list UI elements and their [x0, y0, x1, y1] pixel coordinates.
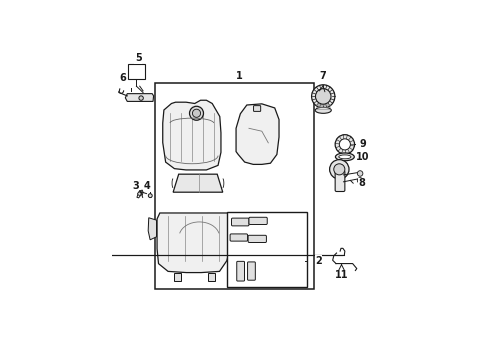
Ellipse shape: [315, 107, 330, 113]
FancyBboxPatch shape: [231, 218, 248, 226]
Text: 7: 7: [319, 72, 325, 81]
Circle shape: [192, 109, 200, 117]
Circle shape: [357, 177, 362, 183]
Circle shape: [189, 106, 203, 120]
Text: 4: 4: [144, 181, 151, 191]
Polygon shape: [148, 218, 156, 240]
Polygon shape: [157, 213, 230, 273]
Polygon shape: [207, 273, 214, 281]
Circle shape: [357, 171, 362, 176]
FancyBboxPatch shape: [334, 171, 344, 192]
Text: 11: 11: [334, 270, 347, 280]
FancyBboxPatch shape: [247, 262, 255, 280]
Circle shape: [334, 135, 354, 154]
Circle shape: [148, 194, 152, 198]
Text: 8: 8: [357, 178, 364, 188]
Text: 6: 6: [119, 73, 126, 83]
Circle shape: [315, 89, 330, 104]
Circle shape: [311, 85, 334, 108]
Bar: [226, 212, 307, 287]
Polygon shape: [173, 174, 223, 192]
Circle shape: [139, 96, 143, 100]
Circle shape: [333, 164, 344, 175]
Polygon shape: [163, 100, 221, 170]
Text: 10: 10: [355, 152, 369, 162]
Bar: [128, 64, 144, 79]
Text: 9: 9: [359, 139, 366, 149]
Text: 2: 2: [314, 256, 321, 266]
FancyBboxPatch shape: [248, 217, 267, 225]
Ellipse shape: [335, 153, 354, 161]
Circle shape: [329, 159, 348, 179]
Ellipse shape: [338, 155, 350, 159]
FancyBboxPatch shape: [253, 105, 260, 111]
Text: 3: 3: [132, 181, 139, 191]
Text: 5: 5: [135, 53, 142, 63]
Polygon shape: [236, 104, 279, 165]
FancyBboxPatch shape: [247, 235, 266, 243]
Text: 1: 1: [236, 72, 243, 81]
Polygon shape: [174, 273, 181, 281]
Circle shape: [138, 192, 141, 195]
Circle shape: [339, 139, 350, 150]
Bar: [155, 84, 314, 288]
Polygon shape: [125, 94, 153, 102]
FancyBboxPatch shape: [236, 261, 244, 281]
FancyBboxPatch shape: [230, 234, 247, 241]
